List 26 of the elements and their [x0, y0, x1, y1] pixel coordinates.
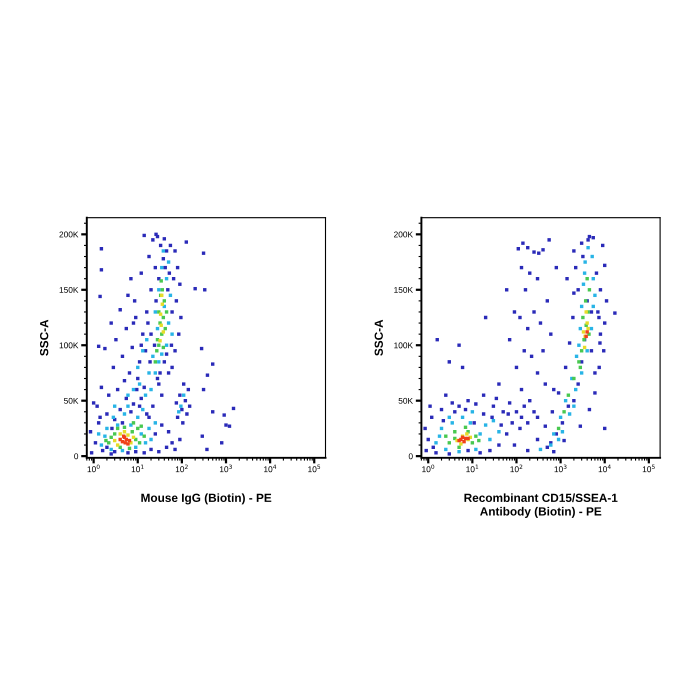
x-axis-title: Mouse IgG (Biotin) - PE [141, 493, 272, 504]
x-tick-label: 10$^{5}$ [642, 464, 655, 472]
x-tick-label: 10$^{0}$ [88, 464, 100, 472]
y-tick-label: 50K [64, 398, 78, 404]
x-tick-label: 10$^{3}$ [554, 464, 567, 472]
y-tick-label: 150K [60, 286, 78, 293]
x-tick-label: 10$^{3}$ [220, 464, 232, 472]
x-tick-label: 10$^{5}$ [308, 464, 320, 472]
y-tick-label: 50K [398, 398, 413, 404]
x-tick-label: 10$^{4}$ [264, 464, 276, 472]
y-tick-label: 200K [394, 232, 413, 238]
x-tick-label: 10$^{4}$ [598, 464, 611, 472]
y-tick-label: 200K [59, 232, 78, 238]
x-tick-label: 10$^{1}$ [466, 464, 478, 472]
y-tick-label: 100K [60, 342, 78, 348]
x-axis-title: Recombinant CD15/SSEA-1 Antibody (Biotin) - PE [464, 493, 618, 518]
y-tick-label: 0 [74, 453, 78, 460]
x-tick-label: 10$^{1}$ [132, 464, 144, 472]
y-axis-title: SSC-A [374, 320, 383, 356]
y-axis-title: SSC-A [40, 320, 48, 356]
y-tick-label: 150K [394, 286, 413, 293]
y-tick-label: 0 [408, 453, 413, 460]
x-tick-label: 10$^{0}$ [422, 464, 434, 472]
x-tick-label: 10$^{2}$ [510, 464, 522, 472]
x-tick-label: 10$^{2}$ [176, 464, 188, 472]
y-tick-label: 100K [394, 342, 413, 348]
